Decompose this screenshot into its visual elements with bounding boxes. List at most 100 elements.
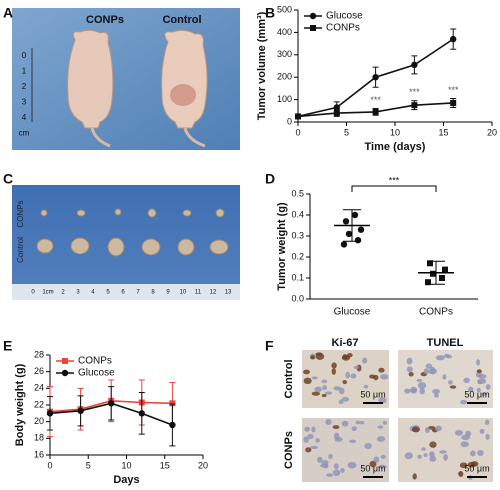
- cell: [350, 373, 357, 379]
- cell: [411, 426, 420, 433]
- x-axis-title: Days: [113, 474, 139, 486]
- cell: [435, 425, 442, 432]
- marker: [108, 400, 115, 407]
- tumor: [215, 208, 225, 218]
- marker: [357, 226, 365, 233]
- cell: [314, 386, 322, 393]
- tumor: [170, 84, 196, 106]
- ruler-label: 10: [180, 290, 187, 296]
- cell: [378, 397, 387, 404]
- tumor: [40, 209, 48, 217]
- marker: [351, 211, 359, 219]
- cell: [311, 391, 321, 396]
- cell: [363, 384, 369, 389]
- panel-label: A: [3, 5, 13, 21]
- legend-label: CONPs: [326, 23, 360, 34]
- y-tick-label: 0.1: [291, 272, 304, 282]
- ruler-label: 7: [136, 290, 140, 296]
- y-tick-label: 0.4: [291, 209, 304, 219]
- cell: [485, 384, 491, 390]
- marker: [425, 279, 431, 286]
- legend-label: Glucose: [326, 11, 363, 22]
- ruler-label: 0: [22, 51, 27, 60]
- cell: [479, 428, 485, 434]
- cell: [476, 369, 482, 374]
- cell: [349, 439, 357, 444]
- cell: [408, 371, 414, 377]
- ruler-label: 2: [22, 82, 27, 91]
- cell: [380, 454, 386, 459]
- y-tick-label: 300: [277, 49, 292, 59]
- cell: [435, 355, 445, 361]
- ruler-label: 2: [61, 290, 65, 296]
- photo-label: CONPs: [16, 200, 25, 227]
- cell: [429, 441, 437, 448]
- y-tick-label: 400: [277, 27, 292, 37]
- legend-marker: [309, 12, 317, 20]
- ruler-label: 4: [22, 113, 27, 122]
- row-label: CONPs: [283, 431, 295, 469]
- legend-marker: [310, 25, 316, 31]
- cell: [311, 376, 318, 380]
- error-bar: [427, 260, 445, 285]
- x-axis-title: Time (days): [365, 141, 426, 153]
- x-tick-label: CONPs: [419, 307, 453, 318]
- cell: [303, 377, 312, 385]
- scale-label: 50 μm: [464, 463, 489, 473]
- error-bar: [343, 209, 361, 242]
- significance: ***: [389, 175, 400, 185]
- cell: [362, 357, 368, 364]
- x-tick-label: 0: [295, 127, 300, 137]
- y-tick-label: 0.2: [291, 251, 304, 261]
- cell: [351, 426, 357, 432]
- y-tick-label: 28: [34, 349, 44, 359]
- cell: [416, 378, 423, 382]
- cell: [338, 387, 345, 395]
- mouse-tail: [183, 127, 206, 148]
- mouse: [67, 29, 114, 129]
- cell: [485, 433, 490, 440]
- cell: [303, 436, 309, 443]
- cell: [478, 374, 487, 379]
- cell: [310, 445, 319, 450]
- cell: [419, 387, 426, 395]
- cell: [460, 399, 468, 405]
- cell: [322, 384, 327, 391]
- tumor: [141, 238, 161, 256]
- marker: [340, 241, 348, 248]
- scale-label: 50 μm: [464, 389, 489, 399]
- ruler-label: 1cm: [42, 290, 53, 296]
- y-tick-label: 500: [277, 4, 292, 14]
- y-tick-label: 18: [34, 433, 44, 443]
- cell: [332, 425, 340, 430]
- cell: [459, 462, 468, 469]
- marker: [46, 410, 54, 417]
- y-tick-label: 100: [277, 94, 292, 104]
- significance-bracket: [351, 185, 437, 192]
- cell: [404, 452, 413, 460]
- cell: [328, 453, 333, 460]
- cell: [377, 464, 387, 469]
- cell: [342, 380, 348, 385]
- cell: [321, 393, 327, 398]
- marker: [169, 400, 176, 407]
- marker: [411, 61, 418, 69]
- column-label: Ki-67: [332, 337, 359, 349]
- marker: [450, 99, 457, 106]
- cell: [355, 420, 360, 425]
- cell: [325, 419, 332, 425]
- y-tick-label: 0: [287, 116, 292, 126]
- cell: [364, 442, 372, 450]
- photo-label: Control: [16, 237, 25, 263]
- x-tick-label: 20: [198, 460, 208, 470]
- cell: [463, 377, 470, 384]
- cell: [373, 456, 380, 463]
- cell: [433, 393, 439, 398]
- panel-label: C: [3, 171, 13, 187]
- cell: [326, 473, 334, 477]
- cell: [425, 363, 433, 369]
- marker: [372, 74, 379, 81]
- y-tick-label: 200: [277, 72, 292, 82]
- ruler-label: 12: [210, 290, 217, 296]
